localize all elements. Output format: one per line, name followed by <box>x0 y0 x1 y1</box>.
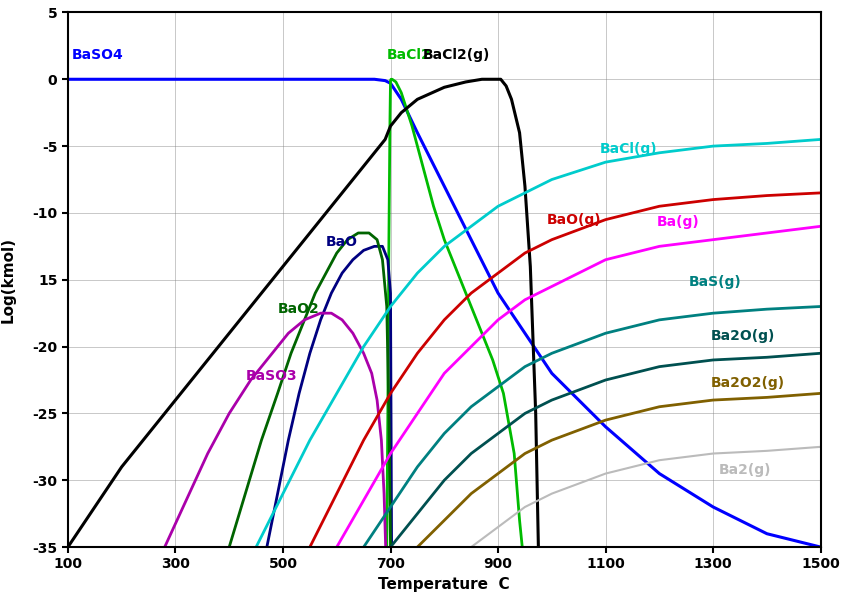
Text: BaSO4: BaSO4 <box>72 49 124 62</box>
Text: Ba2O2(g): Ba2O2(g) <box>711 376 784 390</box>
Text: BaO(g): BaO(g) <box>546 213 601 226</box>
Text: BaSO3: BaSO3 <box>246 369 297 383</box>
Text: BaCl2(g): BaCl2(g) <box>423 49 490 62</box>
Text: BaS(g): BaS(g) <box>689 276 742 289</box>
Text: BaO2: BaO2 <box>278 302 319 316</box>
Text: Ba2(g): Ba2(g) <box>718 462 771 477</box>
Text: Ba2O(g): Ba2O(g) <box>711 329 775 343</box>
Y-axis label: Log(kmol): Log(kmol) <box>0 237 15 323</box>
Text: BaO: BaO <box>326 235 358 249</box>
Text: BaCl2: BaCl2 <box>387 49 431 62</box>
Text: Ba(g): Ba(g) <box>656 215 700 229</box>
X-axis label: Temperature  C: Temperature C <box>379 577 510 592</box>
Text: BaCl(g): BaCl(g) <box>601 142 658 156</box>
